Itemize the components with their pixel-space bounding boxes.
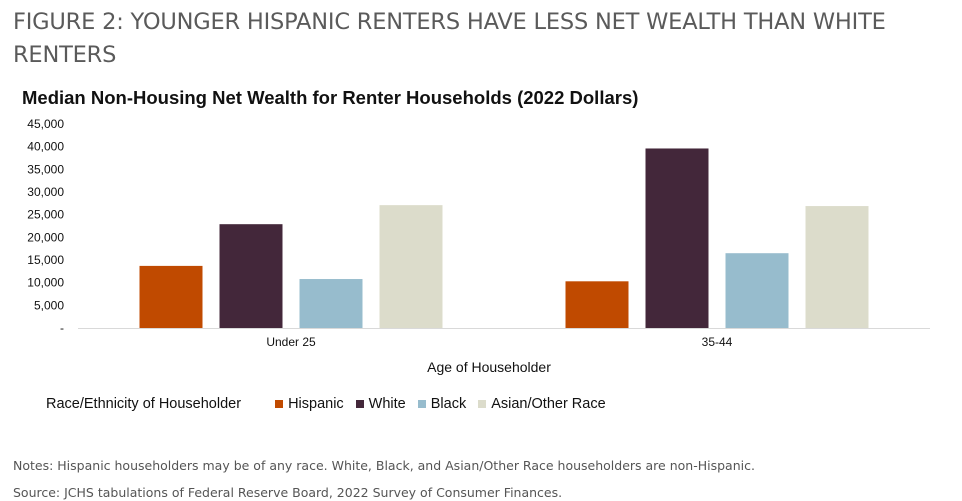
y-axis-ticks: - 5,000 10,000 15,000 20,000 25,000 30,000 35,0… (27, 117, 64, 335)
bar-white-under-25 (219, 224, 283, 328)
bars (139, 148, 869, 328)
legend-label: Hispanic (288, 396, 344, 412)
bar-black-35-44 (725, 253, 789, 328)
legend-item-asian-other-race: Asian/Other Race (478, 396, 606, 412)
y-tick-label: 40,000 (27, 140, 64, 154)
y-tick-label: 35,000 (27, 162, 64, 176)
legend-item-white: White (355, 396, 406, 412)
legend-swatch (478, 400, 487, 408)
figure-title: FIGURE 2: YOUNGER HISPANIC RENTERS HAVE … (13, 9, 886, 68)
x-tick-label: Under 25 (266, 335, 316, 349)
y-tick-label: 30,000 (27, 185, 64, 199)
source-text: Source: JCHS tabulations of Federal Rese… (13, 485, 563, 500)
y-tick-label: 15,000 (27, 253, 64, 267)
x-axis-ticks: Under 25 35-44 (266, 335, 732, 349)
x-axis-label: Age of Householder (427, 359, 551, 375)
legend-item-hispanic: Hispanic (275, 396, 344, 412)
legend-item-black: Black (417, 396, 467, 412)
bar-black-under-25 (299, 279, 363, 328)
bar-asian-other-race-under-25 (379, 205, 443, 328)
legend-title: Race/Ethnicity of Householder (46, 396, 242, 412)
y-tick-label: 45,000 (27, 117, 64, 131)
y-tick-label: 25,000 (27, 208, 64, 222)
legend-label: Asian/Other Race (491, 396, 606, 412)
y-tick-label: - (60, 321, 64, 335)
legend-swatch (275, 400, 284, 408)
legend: Race/Ethnicity of Householder Hispanic Wh… (46, 396, 618, 412)
x-tick-label: 35-44 (702, 335, 733, 349)
y-tick-label: 10,000 (27, 276, 64, 290)
legend-label: White (368, 396, 406, 412)
legend-swatch (417, 400, 426, 408)
legend-label: Black (430, 396, 467, 412)
y-tick-label: 5,000 (34, 298, 64, 312)
chart-title: Median Non-Housing Net Wealth for Renter… (22, 87, 639, 108)
y-tick-label: 20,000 (27, 230, 64, 244)
bar-chart: - 5,000 10,000 15,000 20,000 25,000 30,000 35,0… (27, 117, 930, 375)
bar-hispanic-under-25 (139, 265, 203, 328)
bar-hispanic-35-44 (565, 281, 629, 328)
legend-swatch (355, 400, 364, 408)
bar-white-35-44 (645, 148, 709, 328)
legend-items: Hispanic White Black Asian/Other Race (275, 396, 618, 412)
notes-text: Notes: Hispanic householders may be of a… (13, 458, 755, 473)
bar-asian-other-race-35-44 (805, 206, 869, 328)
